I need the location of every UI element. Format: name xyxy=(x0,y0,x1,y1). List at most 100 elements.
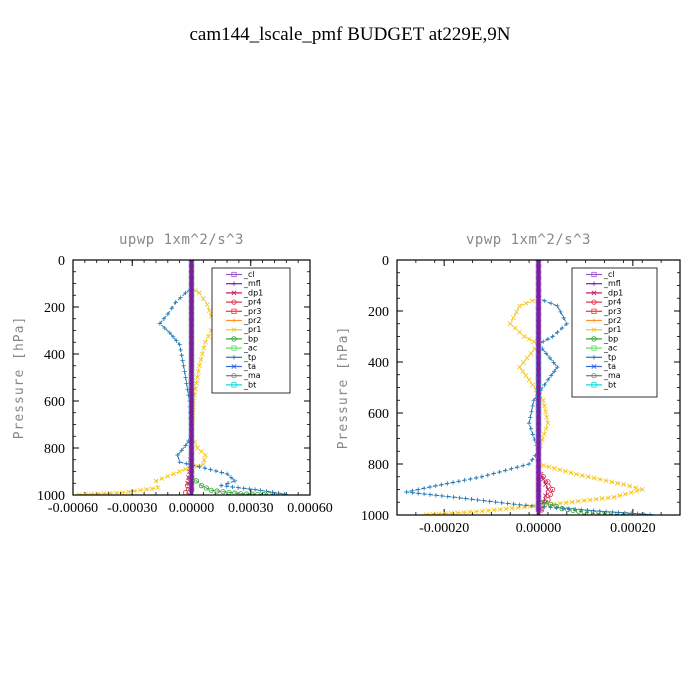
legend: _cl_mfl_dp1_pr4_pr3_pr2_pr1_bp_ac_tp_ta_… xyxy=(571,267,658,398)
legend-marker-bt xyxy=(591,382,597,388)
legend-label-pr1: _pr1 xyxy=(603,325,621,334)
legend: _cl_mfl_dp1_pr4_pr3_pr2_pr1_bp_ac_tp_ta_… xyxy=(211,267,291,394)
series-point-bp xyxy=(193,478,200,484)
series-point-pr1 xyxy=(543,426,549,432)
series-point-tp xyxy=(547,355,553,361)
series-point-mfl xyxy=(189,357,194,363)
series-point-tp xyxy=(219,470,224,475)
series-point-mfl xyxy=(189,392,194,398)
series-point-tp xyxy=(270,489,275,495)
x-tick-label: 0.00000 xyxy=(516,521,562,536)
series-point-tp xyxy=(208,467,213,472)
legend-marker-pr2 xyxy=(231,318,237,323)
series-point-pr1 xyxy=(562,468,568,474)
series-point-mfl xyxy=(189,287,194,292)
series-point-tp xyxy=(487,499,492,504)
legend-marker-dp1 xyxy=(591,290,597,296)
series-point-mfl xyxy=(536,288,541,293)
series-point-tp xyxy=(542,382,547,388)
series-point-tp xyxy=(177,342,182,347)
series-point-tp xyxy=(213,468,219,474)
series-point-tp xyxy=(173,300,178,305)
series-point-tp xyxy=(445,481,450,486)
series-point-pr1 xyxy=(622,491,628,497)
series-point-bp xyxy=(592,511,598,515)
series-point-pr1 xyxy=(603,478,609,484)
series-point-bp xyxy=(208,487,214,493)
series-point-mfl xyxy=(189,398,194,404)
y-tick-label: 600 xyxy=(368,407,389,422)
series-point-mfl xyxy=(536,409,541,414)
series-point-tp xyxy=(468,476,473,482)
series-point-mfl xyxy=(536,433,541,439)
series-point-pr1 xyxy=(523,373,529,379)
legend-label-bt: _bt xyxy=(603,380,616,389)
series-point-pr1 xyxy=(521,334,527,339)
series-point-tp xyxy=(179,448,184,453)
series-point-mfl xyxy=(189,293,194,298)
plot-frame xyxy=(396,259,681,516)
series-point-pr1 xyxy=(199,351,205,357)
series-point-tp xyxy=(170,334,176,339)
series-point-mfl xyxy=(536,354,541,360)
series-point-mfl xyxy=(536,488,541,493)
series-point-pr1 xyxy=(617,493,623,499)
legend-marker-pr3 xyxy=(591,308,597,314)
legend-label-bp: _bp xyxy=(603,334,618,343)
series-point-pr1 xyxy=(507,321,513,327)
series-point-pr1 xyxy=(634,488,640,494)
series-point-tp xyxy=(542,504,547,509)
series-point-tp xyxy=(456,479,462,484)
series-point-pr1 xyxy=(195,369,201,375)
series-point-pr1 xyxy=(430,511,436,515)
series-point-tp xyxy=(550,334,555,339)
series-point-mfl xyxy=(189,428,194,433)
series-point-tp xyxy=(416,487,421,492)
series-point-mfl xyxy=(536,452,541,457)
series-point-tp xyxy=(515,464,520,470)
series-point-pr1 xyxy=(200,461,206,467)
series-point-mfl xyxy=(536,312,541,317)
x-tick-label: 0.00000 xyxy=(169,501,215,516)
x-tick-label: -0.00030 xyxy=(107,501,157,516)
series-point-mfl xyxy=(536,500,541,506)
series-point-mfl xyxy=(536,260,541,263)
series-point-mfl xyxy=(536,379,541,384)
series-point-mfl xyxy=(536,282,541,287)
series-point-tp xyxy=(603,509,609,514)
series-point-tp xyxy=(531,398,536,403)
y-tick-label: 800 xyxy=(44,442,65,457)
series-point-tp xyxy=(433,493,439,498)
legend-label-ac: _ac xyxy=(603,344,617,353)
series-point-tp xyxy=(558,309,563,315)
series-point-mfl xyxy=(536,476,541,481)
legend-label-ac: _ac xyxy=(243,344,257,353)
y-tick-label: 800 xyxy=(368,458,389,473)
series-point-tp xyxy=(509,466,514,471)
series-point-tp xyxy=(635,511,640,515)
series-point-tp xyxy=(228,475,234,480)
series-point-tp xyxy=(241,486,246,491)
series-point-tp xyxy=(165,311,170,317)
series-point-tp xyxy=(180,358,185,363)
series-point-tp xyxy=(157,321,163,326)
y-tick-label: 0 xyxy=(58,254,65,269)
series-point-mfl xyxy=(189,334,194,339)
series-point-pr1 xyxy=(149,486,155,492)
series-point-tp xyxy=(175,452,180,458)
figure-title: cam144_lscale_pmf BUDGET at229E,9N xyxy=(190,24,511,45)
series-point-tp xyxy=(526,421,532,426)
series-point-pr1 xyxy=(202,452,208,458)
panel-title: upwp 1xm^2/s^3 xyxy=(119,232,244,248)
series-point-tp xyxy=(555,330,560,335)
legend-label-pr2: _pr2 xyxy=(243,316,261,325)
series-point-pr1 xyxy=(611,494,617,500)
series-point-pr1 xyxy=(543,409,549,415)
series-point-mfl xyxy=(536,269,541,275)
series-point-bp xyxy=(238,491,244,495)
series-point-pr1 xyxy=(530,382,536,388)
legend-marker-pr3 xyxy=(231,308,237,314)
series-point-tp xyxy=(421,486,427,491)
series-point-mfl xyxy=(189,281,194,286)
